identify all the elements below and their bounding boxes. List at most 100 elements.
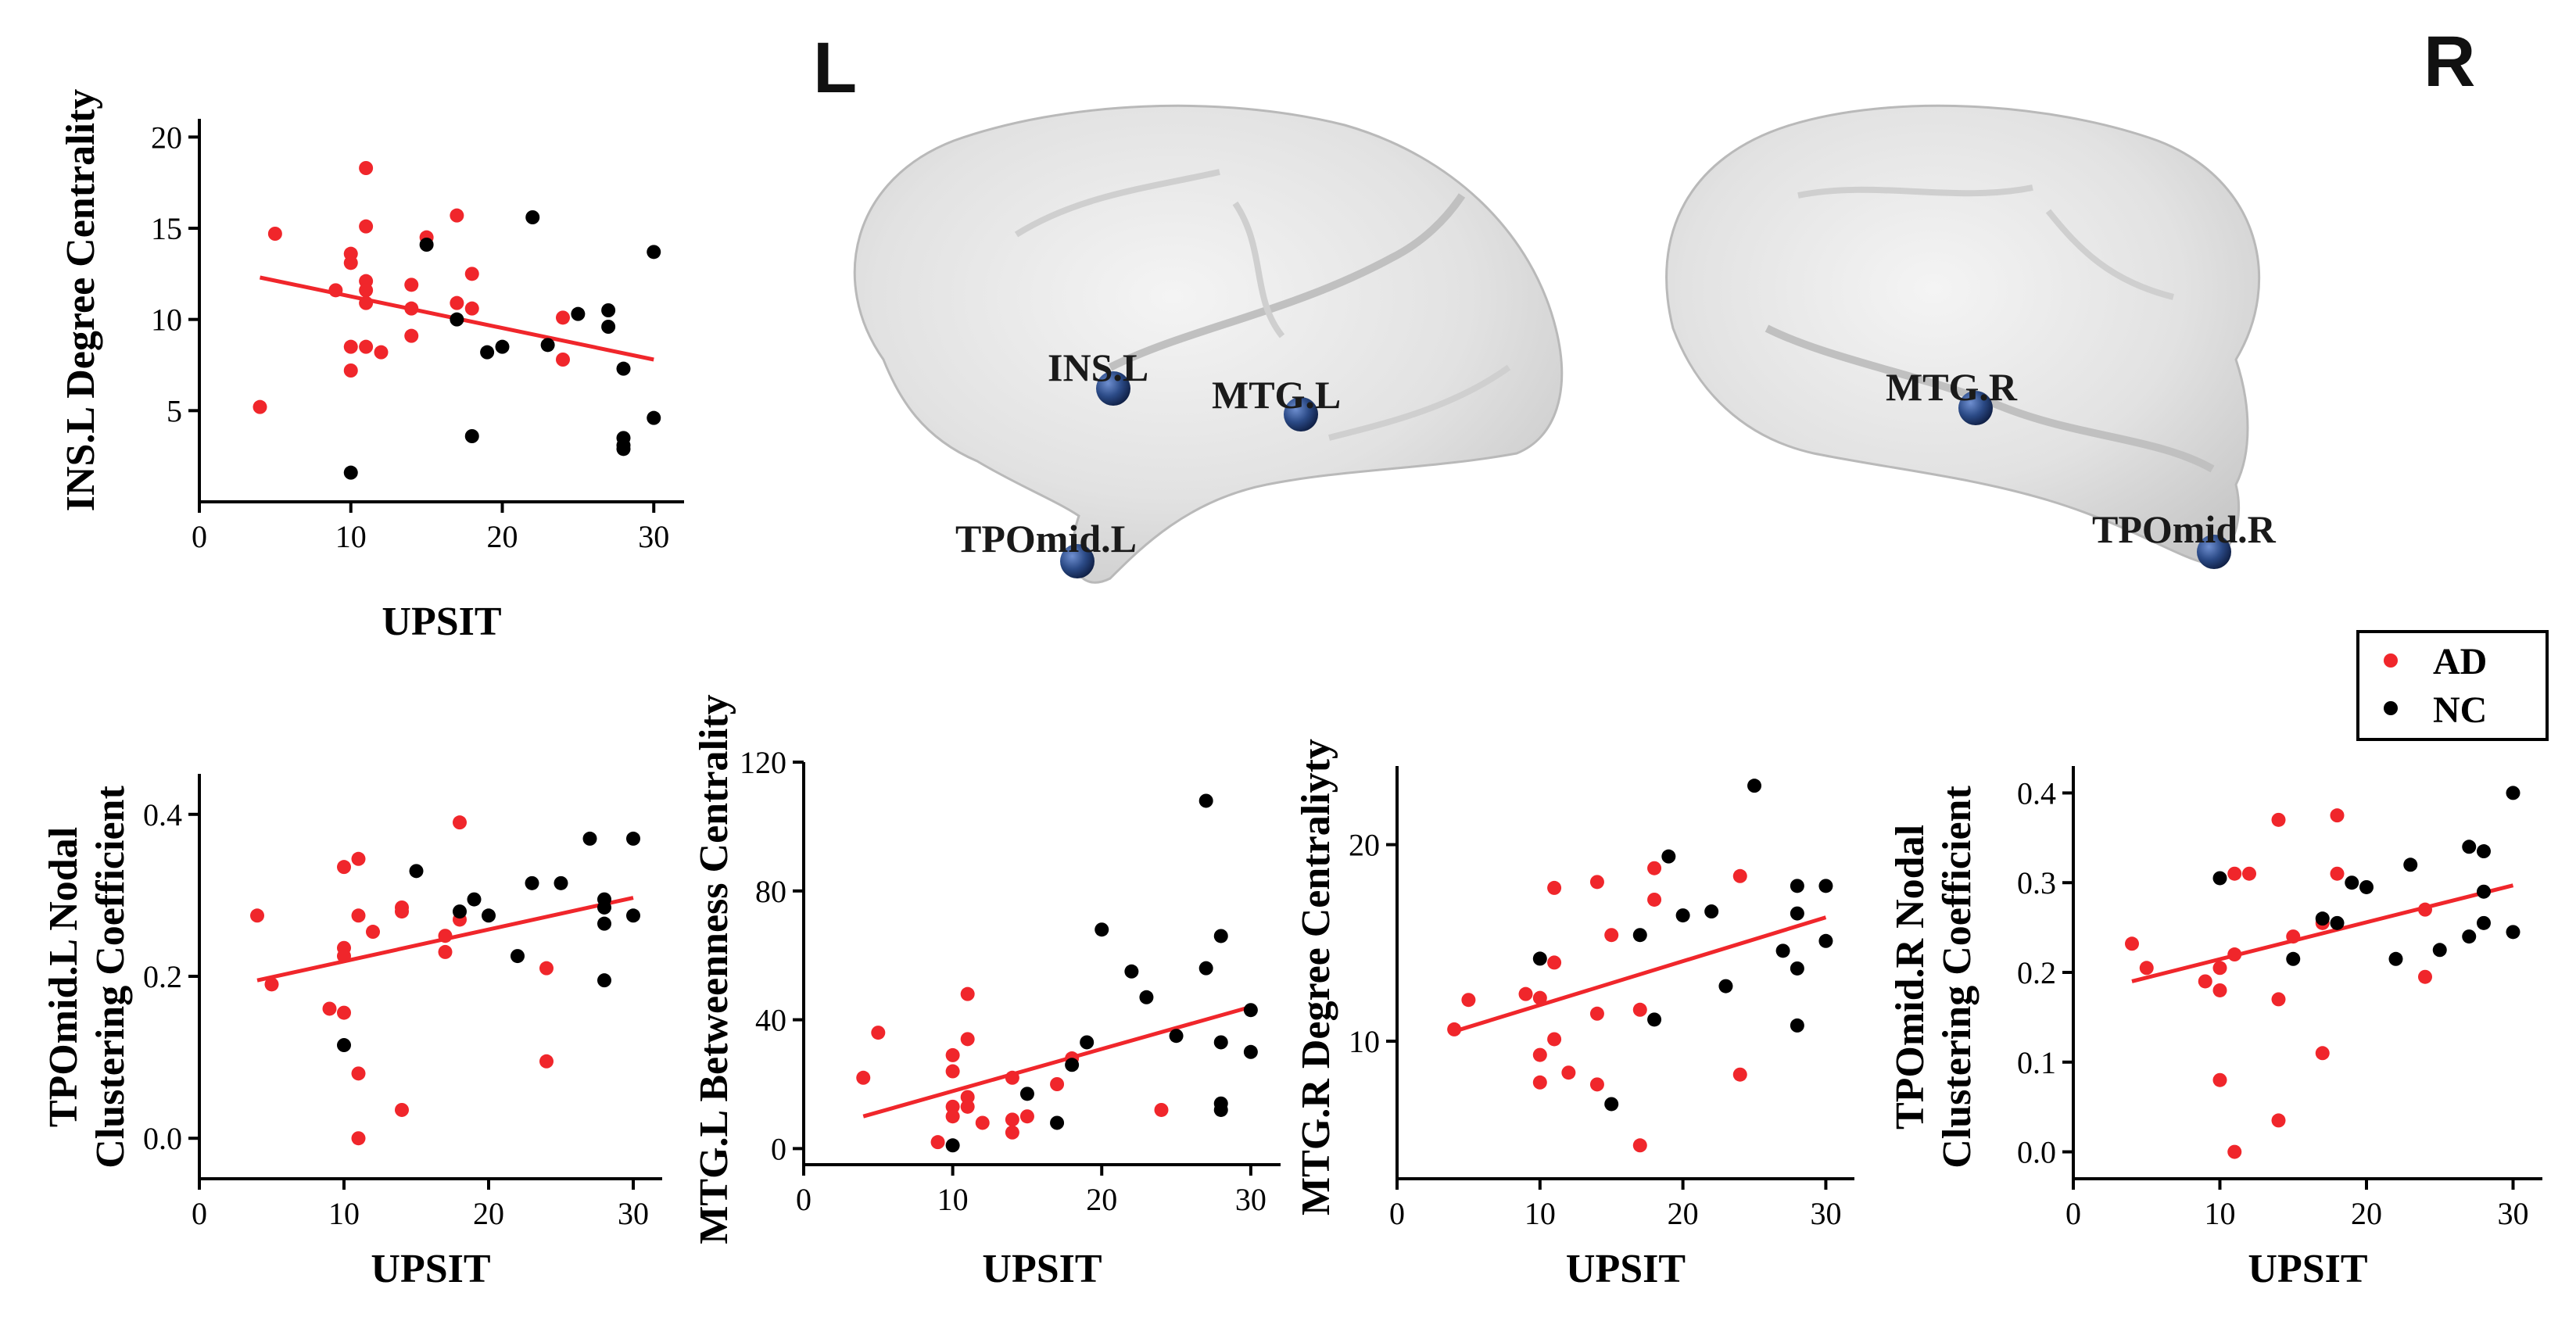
x-tick-label: 30 xyxy=(1235,1182,1267,1217)
ad-point xyxy=(2227,866,2242,881)
ad-point xyxy=(539,961,554,976)
nc-point xyxy=(525,875,539,890)
nc-point xyxy=(1213,929,1228,943)
nc-point xyxy=(2462,840,2477,854)
ad-point xyxy=(1589,1077,1604,1092)
x-axis-title: UPSIT xyxy=(371,1247,490,1291)
ad-point xyxy=(343,363,358,378)
nc-point xyxy=(464,429,479,443)
chart-tpomid-r-clustering: 0 10 20 30 0.0 0.1 0.2 0.3 0.4 UPSIT TPOmid.R Noda… xyxy=(1888,766,2542,1291)
node-mtg-l-label: MTG.L xyxy=(1212,373,1341,417)
nc-point xyxy=(1661,849,1676,864)
y-tick-label: 10 xyxy=(151,303,182,338)
right-sylvian-fissure xyxy=(1765,324,2215,473)
node-tpomid-l-marker xyxy=(1060,544,1095,578)
ad-point xyxy=(264,977,279,992)
nc-point xyxy=(2345,875,2359,890)
node-ins-l-label: INS.L xyxy=(1048,345,1148,389)
nc-point xyxy=(1790,961,1804,976)
ad-point xyxy=(351,1131,366,1146)
ad-point xyxy=(404,277,419,292)
y-tick-label: 0.0 xyxy=(143,1121,182,1156)
ad-point xyxy=(2330,866,2345,881)
ad-point xyxy=(404,328,419,343)
ad-point xyxy=(2227,947,2242,962)
nc-point xyxy=(1243,1003,1258,1018)
nc-point xyxy=(2330,915,2345,930)
nc-point xyxy=(1243,1044,1258,1059)
ad-point xyxy=(960,1099,975,1114)
nc-point xyxy=(601,303,616,317)
nc-point xyxy=(1747,779,1762,793)
ad-point xyxy=(322,1001,337,1016)
x-tick-label: 10 xyxy=(2205,1196,2236,1231)
nc-point xyxy=(601,320,616,334)
ad-point xyxy=(871,1026,886,1040)
chart-mtg-l-betweenness: 0 10 20 30 0 40 80 120 UPSIT MTG.L Betweenness Ce… xyxy=(692,694,1281,1291)
right-hemisphere: R MTG.R TPOmid.R xyxy=(1665,22,2475,569)
chart-mtg-r-degree-centrality: 0 10 20 30 10 20 UPSIT MTG.R Degree Centraliyty xyxy=(1294,739,1854,1291)
x-tick-label: 20 xyxy=(487,519,518,554)
node-tpomid-r-marker xyxy=(2197,535,2231,569)
ad-point xyxy=(464,301,479,316)
ad-point xyxy=(1604,928,1619,943)
ad-point xyxy=(539,1054,554,1069)
ad-point xyxy=(1732,868,1747,883)
x-axis-title: UPSIT xyxy=(2248,1247,2367,1291)
ad-point xyxy=(2271,992,2286,1007)
ad-point xyxy=(343,246,358,261)
legend-nc-label: NC xyxy=(2433,689,2487,731)
ad-point xyxy=(2271,812,2286,827)
left-sulcus xyxy=(1328,364,1511,441)
ad-point xyxy=(1532,990,1547,1005)
ad-point xyxy=(438,929,453,943)
x-tick-label: 20 xyxy=(1086,1182,1117,1217)
node-tpomid-r-label: TPOmid.R xyxy=(2092,507,2277,551)
left-sulcus xyxy=(1014,169,1220,238)
ad-point xyxy=(374,345,389,360)
chart-tpomid-l-clustering: 0 10 20 30 0.0 0.2 0.4 UPSIT TPOmid.L Nodal Clust… xyxy=(41,774,662,1291)
nc-point xyxy=(1675,908,1690,923)
y-tick-label: 20 xyxy=(151,120,182,155)
ad-point xyxy=(351,1066,366,1081)
nc-point xyxy=(2286,951,2301,966)
y-tick-label: 120 xyxy=(740,745,786,780)
ad-point xyxy=(359,295,374,310)
x-axis-title: UPSIT xyxy=(982,1247,1102,1291)
legend-ad-label: AD xyxy=(2433,641,2487,682)
node-tpomid-r: TPOmid.R xyxy=(2092,507,2277,569)
nc-point xyxy=(1095,922,1109,937)
x-tick-label: 30 xyxy=(1810,1196,1841,1231)
nc-point xyxy=(1169,1029,1184,1044)
nc-point xyxy=(1790,906,1804,921)
y-axis-title: Clustering Coefficient xyxy=(1935,786,1979,1169)
ad-point xyxy=(1154,1102,1169,1117)
ad-point xyxy=(2125,936,2139,951)
x-tick-label: 10 xyxy=(328,1196,360,1231)
left-hemisphere: L INS.L MTG.L TPOmid.L xyxy=(813,28,1564,584)
ad-point xyxy=(351,908,366,923)
ad-point xyxy=(2212,1072,2227,1087)
nc-point xyxy=(480,345,495,360)
x-tick-label: 20 xyxy=(2351,1196,2382,1231)
ad-point xyxy=(464,267,479,281)
nc-point xyxy=(2506,925,2520,940)
y-axis-title: TPOmid.L Nodal xyxy=(41,827,86,1127)
ad-point xyxy=(404,301,419,316)
ad-point xyxy=(1050,1077,1065,1091)
ad-point xyxy=(359,339,374,354)
nc-point xyxy=(1818,933,1833,948)
nc-point xyxy=(511,949,525,964)
ad-point xyxy=(1447,1022,1462,1036)
right-sulcus xyxy=(2045,209,2174,300)
ad-point xyxy=(2418,969,2432,984)
right-brain-surface xyxy=(1665,104,2260,564)
ad-point xyxy=(2227,1144,2242,1159)
nc-point xyxy=(453,904,467,919)
x-tick-label: 0 xyxy=(192,519,207,554)
ad-point xyxy=(945,1047,960,1062)
nc-point xyxy=(597,900,611,915)
ad-point xyxy=(2271,1113,2286,1128)
ad-point xyxy=(1005,1112,1019,1127)
